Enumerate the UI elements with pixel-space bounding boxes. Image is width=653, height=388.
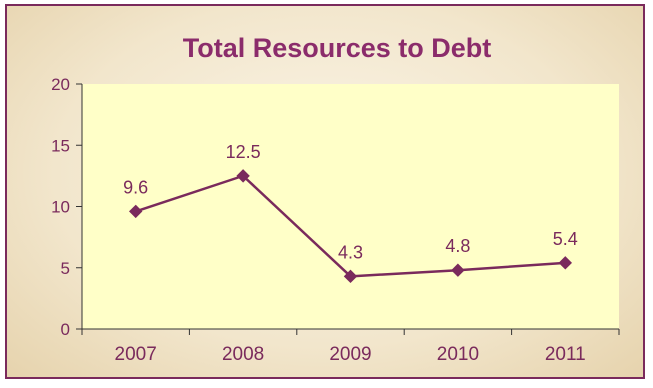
chart-title: Total Resources to Debt xyxy=(183,33,492,63)
data-label: 9.6 xyxy=(123,177,148,197)
data-label: 4.8 xyxy=(445,236,470,256)
y-tick-label: 15 xyxy=(51,136,70,155)
x-tick-label: 2011 xyxy=(545,344,586,365)
data-point-marker xyxy=(451,263,465,277)
series: 9.6 12.5 4.3 4.8 5.4 xyxy=(123,142,578,284)
y-axis: 0 5 10 15 20 xyxy=(51,75,83,339)
data-point-marker xyxy=(558,256,573,270)
x-tick-label: 2010 xyxy=(437,344,479,365)
y-tick-label: 0 xyxy=(61,320,70,339)
data-point-marker xyxy=(343,269,358,284)
x-tick-label: 2007 xyxy=(115,344,157,365)
x-tick-label: 2008 xyxy=(222,344,264,365)
data-label: 5.4 xyxy=(553,229,578,249)
x-axis: 2007 2008 2009 2010 2011 xyxy=(81,328,620,365)
data-label: 4.3 xyxy=(338,242,363,262)
y-tick-label: 5 xyxy=(61,259,70,278)
data-point-marker xyxy=(128,204,143,219)
data-label: 12.5 xyxy=(226,142,261,162)
data-point-marker xyxy=(236,169,250,183)
chart-frame: Total Resources to Debt 0 5 10 15 20 2007 200… xyxy=(5,4,645,379)
y-tick-label: 10 xyxy=(51,198,70,217)
y-tick-label: 20 xyxy=(51,75,70,94)
x-tick-label: 2009 xyxy=(329,344,371,365)
plot-area xyxy=(82,84,619,329)
